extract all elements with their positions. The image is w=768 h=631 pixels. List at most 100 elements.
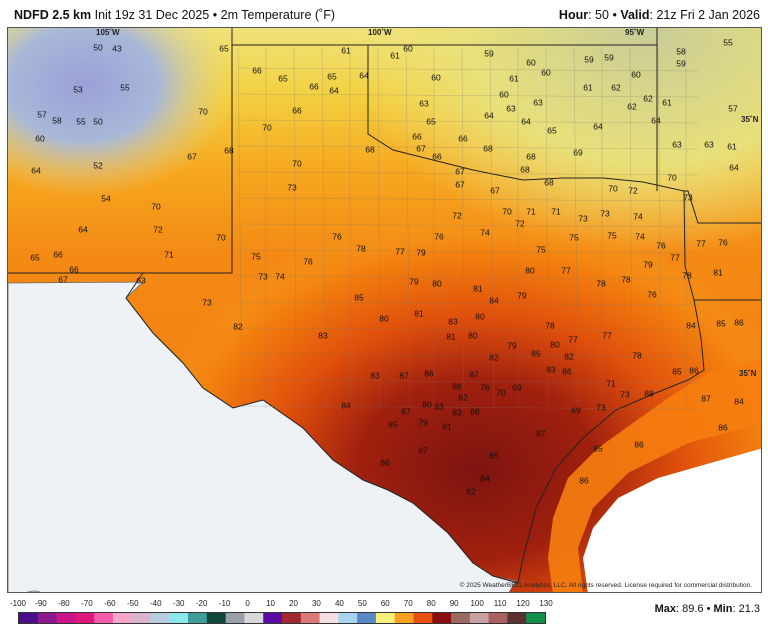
temperature-label: 67 <box>416 143 426 154</box>
colorbar-swatch <box>263 613 283 623</box>
temperature-label: 74 <box>633 211 643 222</box>
temperature-label: 59 <box>676 58 686 69</box>
temperature-label: 85 <box>489 450 499 461</box>
copyright-notice: © 2025 WeatherBELL Analytics, LLC. All r… <box>459 582 752 589</box>
temperature-label: 73 <box>683 192 693 203</box>
temperature-label: 71 <box>526 206 536 217</box>
colorbar-tick-label: 0 <box>245 599 250 608</box>
colorbar-tick-label: -50 <box>127 599 139 608</box>
model-name: NDFD 2.5 km <box>14 8 92 22</box>
temperature-label: 64 <box>31 165 41 176</box>
temperature-label: 66 <box>292 105 302 116</box>
temperature-label: 79 <box>409 276 419 287</box>
temperature-label: 63 <box>506 103 516 114</box>
temperature-label: 87 <box>701 393 711 404</box>
map-title: NDFD 2.5 km Init 19z 31 Dec 2025 • 2m Te… <box>14 8 335 22</box>
temperature-label: 76 <box>718 237 728 248</box>
temperature-label: 86 <box>579 475 589 486</box>
state-borders <box>8 28 761 301</box>
max-label: Max <box>654 603 676 615</box>
colorbar-swatch <box>225 613 245 623</box>
colorbar-swatch <box>451 613 471 623</box>
temperature-label: 77 <box>670 252 680 263</box>
colorbar-tick-label: -100 <box>9 599 27 608</box>
temperature-label: 80 <box>468 330 478 341</box>
temperature-label: 69 <box>573 147 583 158</box>
temperature-label: 66 <box>53 249 63 260</box>
temperature-label: 73 <box>578 213 588 224</box>
colorbar-swatch <box>394 613 414 623</box>
temperature-label: 74 <box>635 231 645 242</box>
temperature-label: 79 <box>643 259 653 270</box>
temperature-label: 73 <box>600 208 610 219</box>
temperature-label: 86 <box>689 365 699 376</box>
colorbar-tick-label: 40 <box>334 599 344 608</box>
temperature-label: 81 <box>713 267 723 278</box>
temperature-label: 64 <box>78 224 88 235</box>
colorbar-tick-label: 100 <box>470 599 484 608</box>
temperature-label: 70 <box>262 122 272 133</box>
temperature-label: 61 <box>662 97 672 108</box>
temperature-label: 78 <box>596 278 606 289</box>
temperature-label: 86 <box>562 366 572 377</box>
temperature-label: 85 <box>593 443 603 454</box>
temperature-label: 76 <box>647 289 657 300</box>
temperature-label: 58 <box>52 115 62 126</box>
colorbar-swatch <box>375 613 396 623</box>
temperature-label: 70 <box>198 106 208 117</box>
temperature-label: 85 <box>531 348 541 359</box>
temperature-label: 70 <box>502 206 512 217</box>
temperature-label: 67 <box>490 185 500 196</box>
temperature-label: 83 <box>434 401 444 412</box>
temperature-label: 58 <box>676 46 686 57</box>
temperature-label: 52 <box>93 160 103 171</box>
temperature-label: 61 <box>390 50 400 61</box>
colorbar-tick-label: -70 <box>81 599 93 608</box>
temperature-label: 75 <box>607 230 617 241</box>
temperature-label: 57 <box>37 109 47 120</box>
temperature-label: 87 <box>536 428 546 439</box>
max-value: 89.6 <box>682 603 704 615</box>
temperature-label: 66 <box>458 133 468 144</box>
temperature-label: 62 <box>643 93 653 104</box>
temperature-label: 63 <box>704 139 714 150</box>
temperature-label: 73 <box>287 182 297 193</box>
temperature-label: 65 <box>327 71 337 82</box>
valid-label: Valid <box>620 8 650 22</box>
temperature-label: 77 <box>568 334 578 345</box>
temperature-label: 55 <box>76 116 86 127</box>
colorbar-tick-label: 10 <box>266 599 275 608</box>
temperature-label: 84 <box>734 396 744 407</box>
texas-border <box>125 44 705 584</box>
colorbar-tick-label: 90 <box>449 599 459 608</box>
temperature-label: 87 <box>401 406 411 417</box>
temperature-label: 71 <box>551 206 561 217</box>
temperature-label: 82 <box>489 352 499 363</box>
temperature-label: 80 <box>379 313 389 324</box>
colorbar-swatch <box>206 613 227 623</box>
temperature-label: 63 <box>672 139 682 150</box>
colorbar-tick-label: 50 <box>357 599 367 608</box>
temperature-label: 63 <box>136 275 146 286</box>
temperature-label: 60 <box>431 72 441 83</box>
temperature-label: 79 <box>507 340 517 351</box>
temperature-label: 79 <box>517 290 527 301</box>
temperature-label: 61 <box>509 73 519 84</box>
temperature-label: 59 <box>604 52 614 63</box>
colorbar-tick-label: 30 <box>311 599 321 608</box>
temperature-label: 70 <box>216 232 226 243</box>
hour-label: Hour <box>558 8 589 22</box>
temperature-map[interactable]: 105˚W 100˚W 95˚W 35˚N 35˚N 50 43 53 55 57 58 5… <box>7 27 762 593</box>
temperature-label: 66 <box>432 151 442 162</box>
temperature-label: 63 <box>533 97 543 108</box>
temperature-label: 72 <box>515 218 525 229</box>
temperature-label: 53 <box>73 84 83 95</box>
temperature-label: 64 <box>329 85 339 96</box>
max-min-stats: Max: 89.6 • Min: 21.3 <box>654 603 760 615</box>
temperature-label: 83 <box>370 370 380 381</box>
temperature-label: 70 <box>151 201 161 212</box>
temperature-label: 80 <box>432 278 442 289</box>
colorbar-tick-label: -90 <box>35 599 47 608</box>
colorbar-tick-label: -80 <box>58 599 70 608</box>
temperature-label: 70 <box>667 172 677 183</box>
